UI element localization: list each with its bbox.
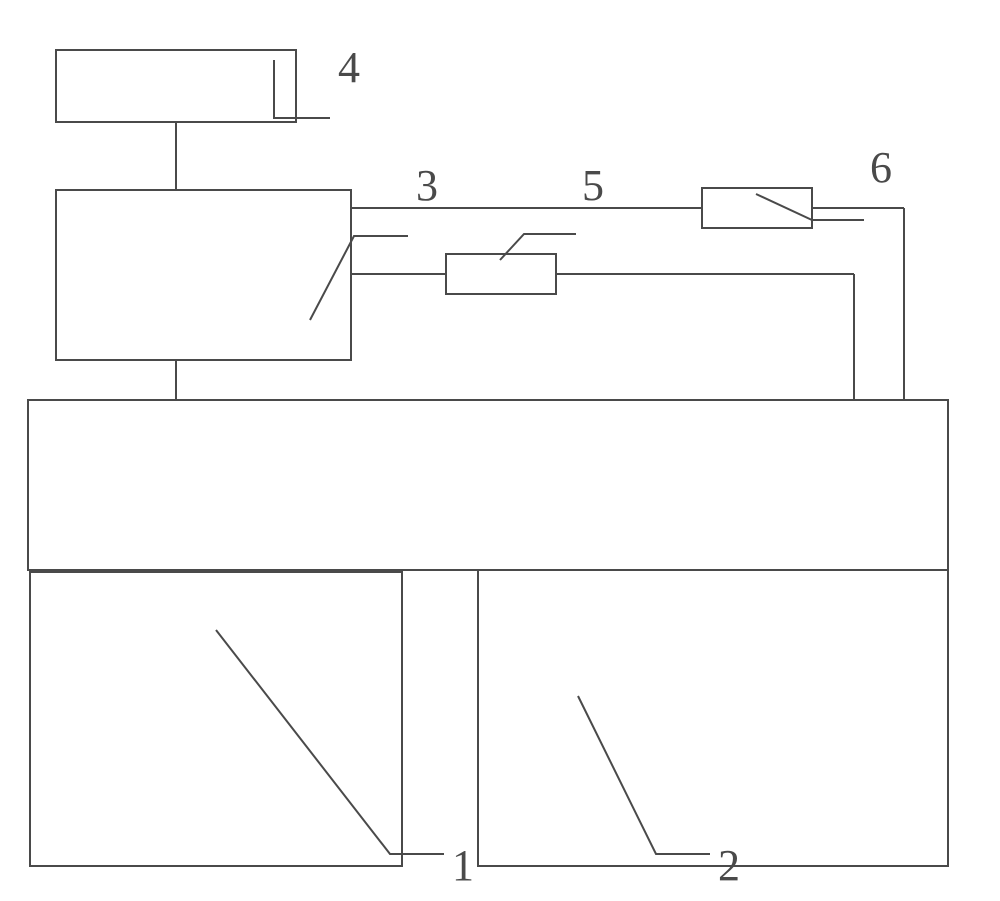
label-1: 1 <box>452 841 474 890</box>
label-5: 5 <box>582 161 604 210</box>
diagram-box-box2 <box>478 570 948 866</box>
label-3: 3 <box>416 161 438 210</box>
diagram-box-box4 <box>56 50 296 122</box>
label-2: 2 <box>718 841 740 890</box>
leader-5 <box>500 234 576 260</box>
label-6: 6 <box>870 143 892 192</box>
label-4: 4 <box>338 43 360 92</box>
diagram-box-box1 <box>30 572 402 866</box>
diagram-box-panel <box>28 400 948 570</box>
leader-4 <box>274 60 330 118</box>
diagram-box-box3 <box>56 190 351 360</box>
leader-3 <box>310 236 408 320</box>
leader-2 <box>578 696 710 854</box>
leader-1 <box>216 630 444 854</box>
